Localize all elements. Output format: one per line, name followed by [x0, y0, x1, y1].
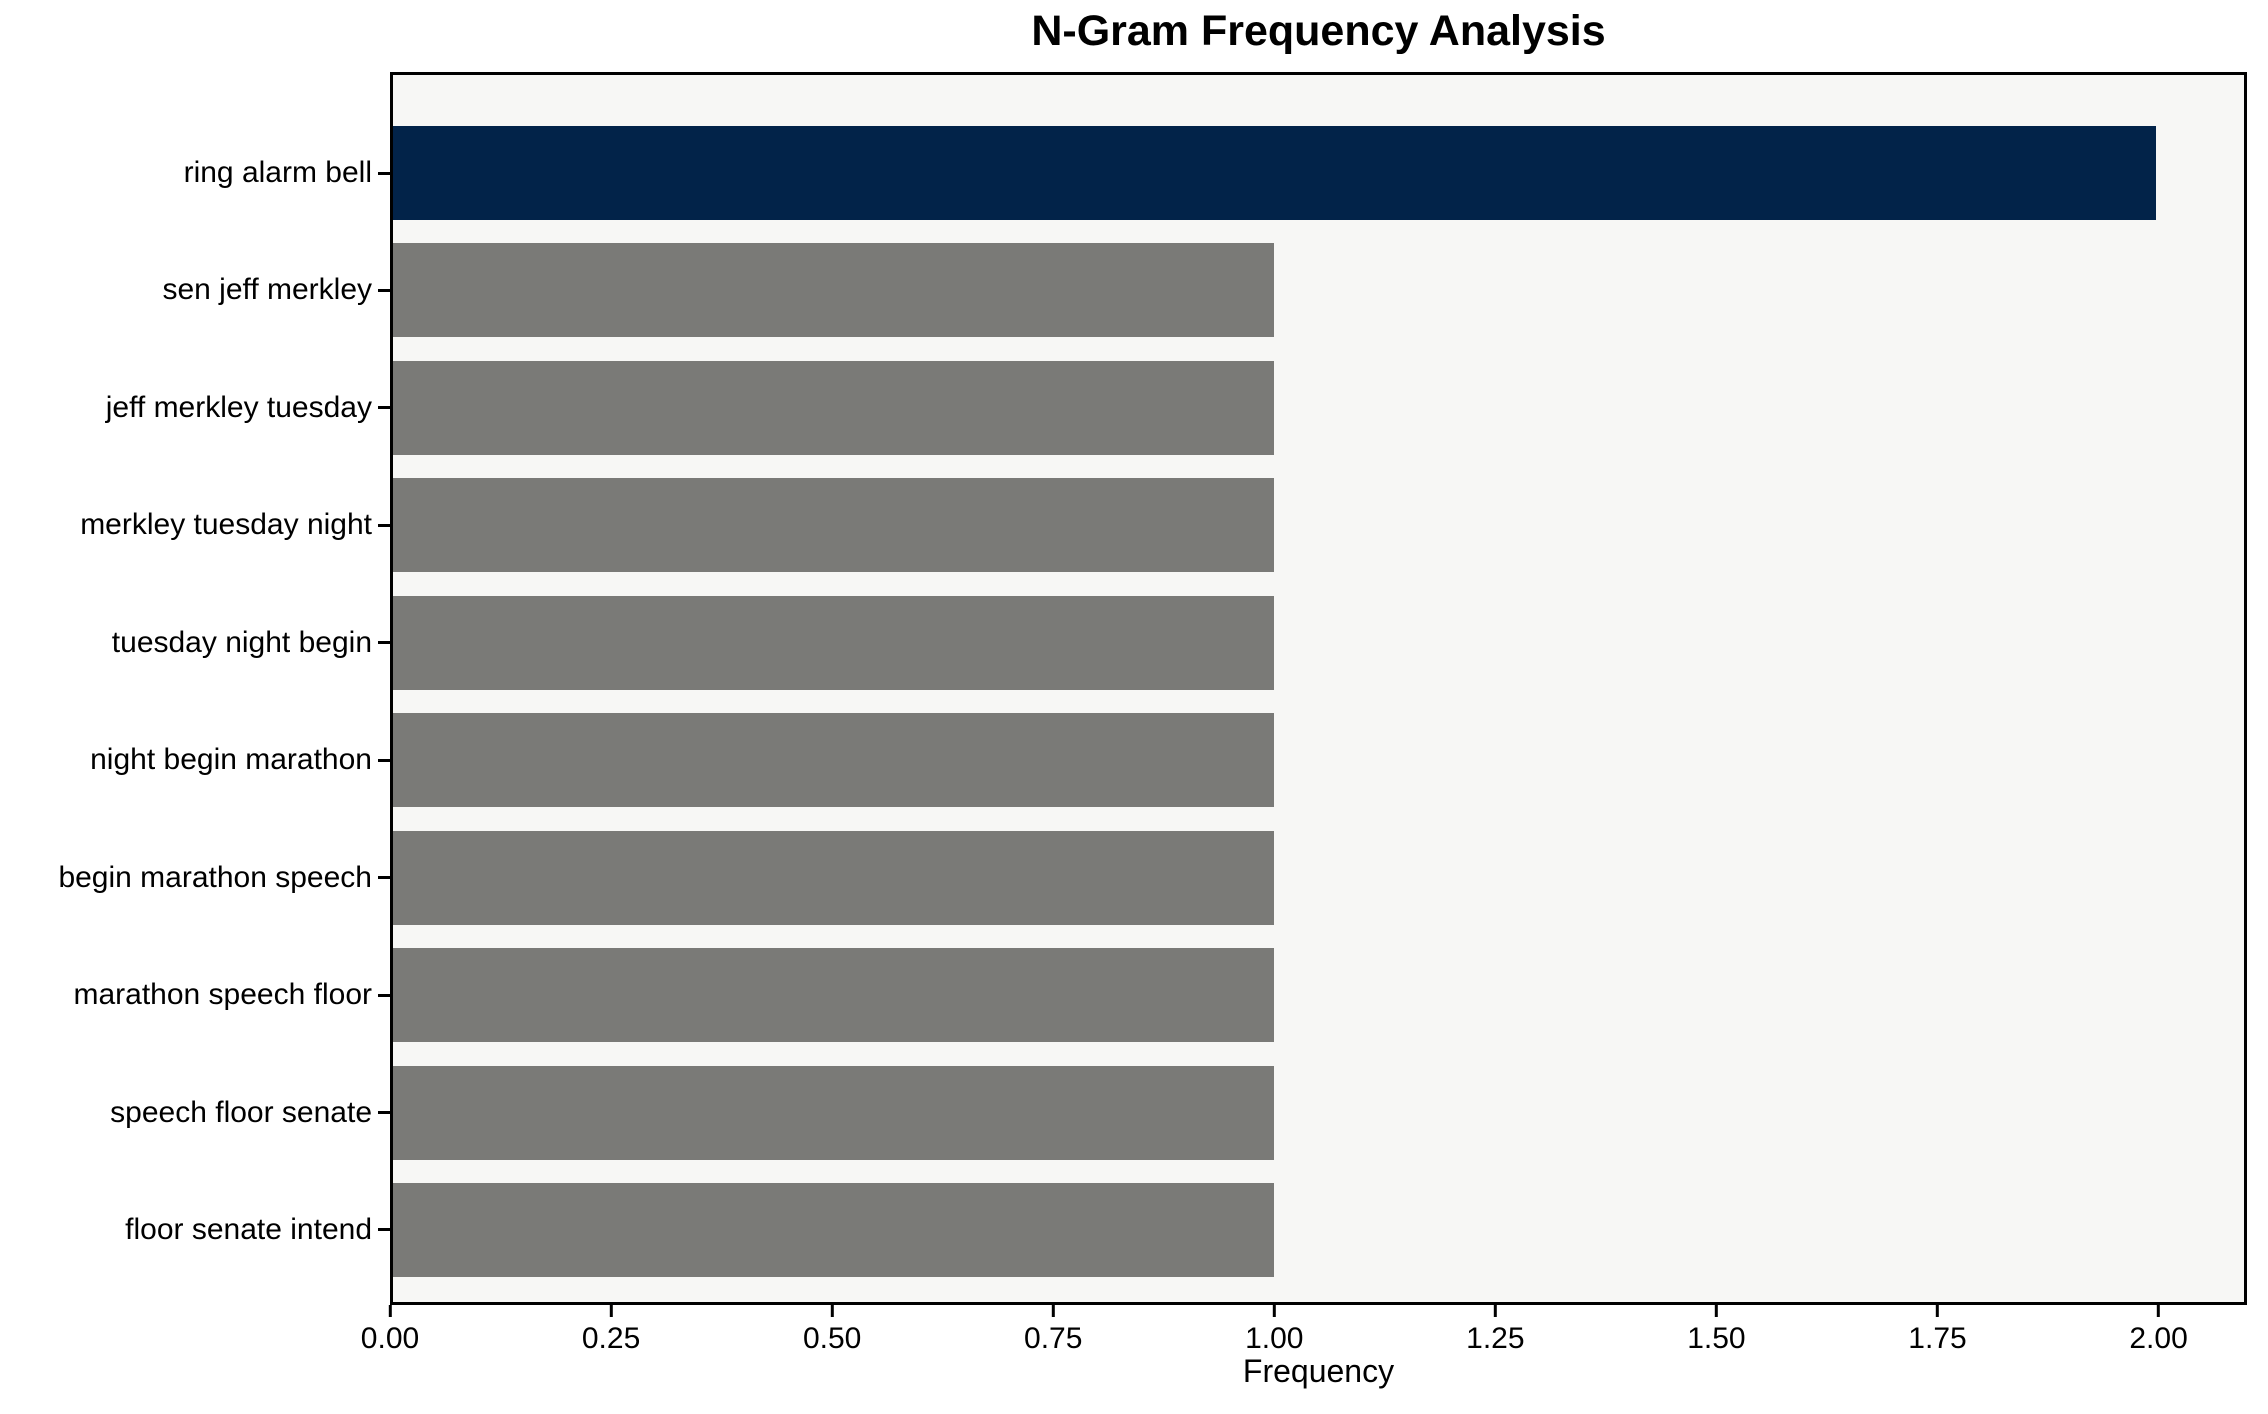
- chart-title: N-Gram Frequency Analysis: [1031, 7, 1606, 55]
- x-tick-1.50: 1.50: [1687, 1305, 1746, 1355]
- y-tick-label-merkley-tuesday-night: merkley tuesday night: [80, 508, 372, 542]
- y-tick-label-speech-floor-senate: speech floor senate: [110, 1095, 372, 1129]
- bar-tuesday-night-begin: [393, 595, 1275, 690]
- x-tick-mark: [1272, 1305, 1276, 1317]
- bar-sen-jeff-merkley: [393, 243, 1275, 338]
- y-tick-label-begin-marathon-speech: begin marathon speech: [58, 860, 372, 894]
- plot-area: [390, 72, 2247, 1305]
- y-tick-label-tuesday-night-begin: tuesday night begin: [111, 625, 372, 659]
- bar-speech-floor-senate: [393, 1065, 1275, 1160]
- x-tick-mark: [2157, 1305, 2161, 1317]
- y-tick-mark: [378, 171, 390, 175]
- y-tick-label-jeff-merkley-tuesday: jeff merkley tuesday: [105, 390, 372, 424]
- x-tick-label: 1.75: [1908, 1322, 1967, 1355]
- y-axis-ticks: [378, 72, 390, 1305]
- x-tick-1.75: 1.75: [1908, 1305, 1967, 1355]
- x-tick-label: 0.00: [360, 1322, 420, 1355]
- x-tick-label: 1.25: [1466, 1322, 1525, 1355]
- x-tick-mark: [1714, 1305, 1718, 1317]
- y-tick-label-sen-jeff-merkley: sen jeff merkley: [162, 273, 372, 307]
- x-tick-0.75: 0.75: [1024, 1305, 1082, 1354]
- y-axis-labels: ring alarm bell sen jeff merkley jeff merk…: [0, 72, 372, 1305]
- y-tick-mark: [378, 1111, 390, 1115]
- x-tick-1.00: 1.00: [1245, 1305, 1303, 1354]
- x-tick-mark: [1493, 1305, 1497, 1317]
- bar-floor-senate-intend: [393, 1182, 1275, 1277]
- y-tick-mark: [378, 641, 390, 645]
- x-axis-ticks: 0.00 0.25 0.50 0.75 1.00 1.25 1.50 1.75 2.00: [361, 1305, 2247, 1375]
- x-tick-label: 1.50: [1687, 1322, 1746, 1355]
- x-axis-label: Frequency: [1242, 1353, 1395, 1389]
- y-tick-mark: [378, 288, 390, 292]
- x-tick-0.25: 0.25: [582, 1305, 640, 1354]
- bar-jeff-merkley-tuesday: [393, 360, 1275, 455]
- x-tick-label: 0.75: [1024, 1322, 1083, 1355]
- y-tick-mark: [378, 993, 390, 997]
- bar-begin-marathon-speech: [393, 830, 1275, 925]
- y-tick-mark: [378, 523, 390, 527]
- x-tick-mark: [1935, 1305, 1939, 1317]
- y-tick-label-ring-alarm-bell: ring alarm bell: [183, 156, 372, 189]
- x-tick-label: 1.00: [1245, 1322, 1304, 1355]
- x-tick-label: 0.50: [802, 1322, 862, 1355]
- x-tick-2.00: 2.00: [2129, 1305, 2188, 1355]
- bar-marathon-speech-floor: [393, 948, 1275, 1043]
- x-tick-mark: [830, 1305, 834, 1317]
- y-tick-mark: [378, 758, 390, 762]
- x-tick-0.00: 0.00: [361, 1305, 419, 1354]
- x-tick-label: 2.00: [2129, 1322, 2188, 1355]
- bar-merkley-tuesday-night: [393, 478, 1275, 573]
- x-tick-label: 0.25: [581, 1322, 641, 1355]
- x-tick-mark: [1051, 1305, 1055, 1317]
- x-tick-mark: [388, 1305, 392, 1317]
- bar-night-begin-marathon: [393, 713, 1275, 808]
- y-tick-label-night-begin-marathon: night begin marathon: [90, 743, 372, 777]
- y-tick-mark: [378, 1228, 390, 1232]
- y-tick-label-floor-senate-intend: floor senate intend: [125, 1212, 372, 1246]
- y-tick-label-marathon-speech-floor: marathon speech floor: [73, 978, 372, 1012]
- x-tick-mark: [609, 1305, 613, 1317]
- y-tick-mark: [378, 876, 390, 880]
- x-tick-1.25: 1.25: [1466, 1305, 1525, 1355]
- y-tick-mark: [378, 406, 390, 410]
- bar-ring-alarm-bell: [393, 126, 2156, 220]
- x-tick-0.50: 0.50: [803, 1305, 861, 1354]
